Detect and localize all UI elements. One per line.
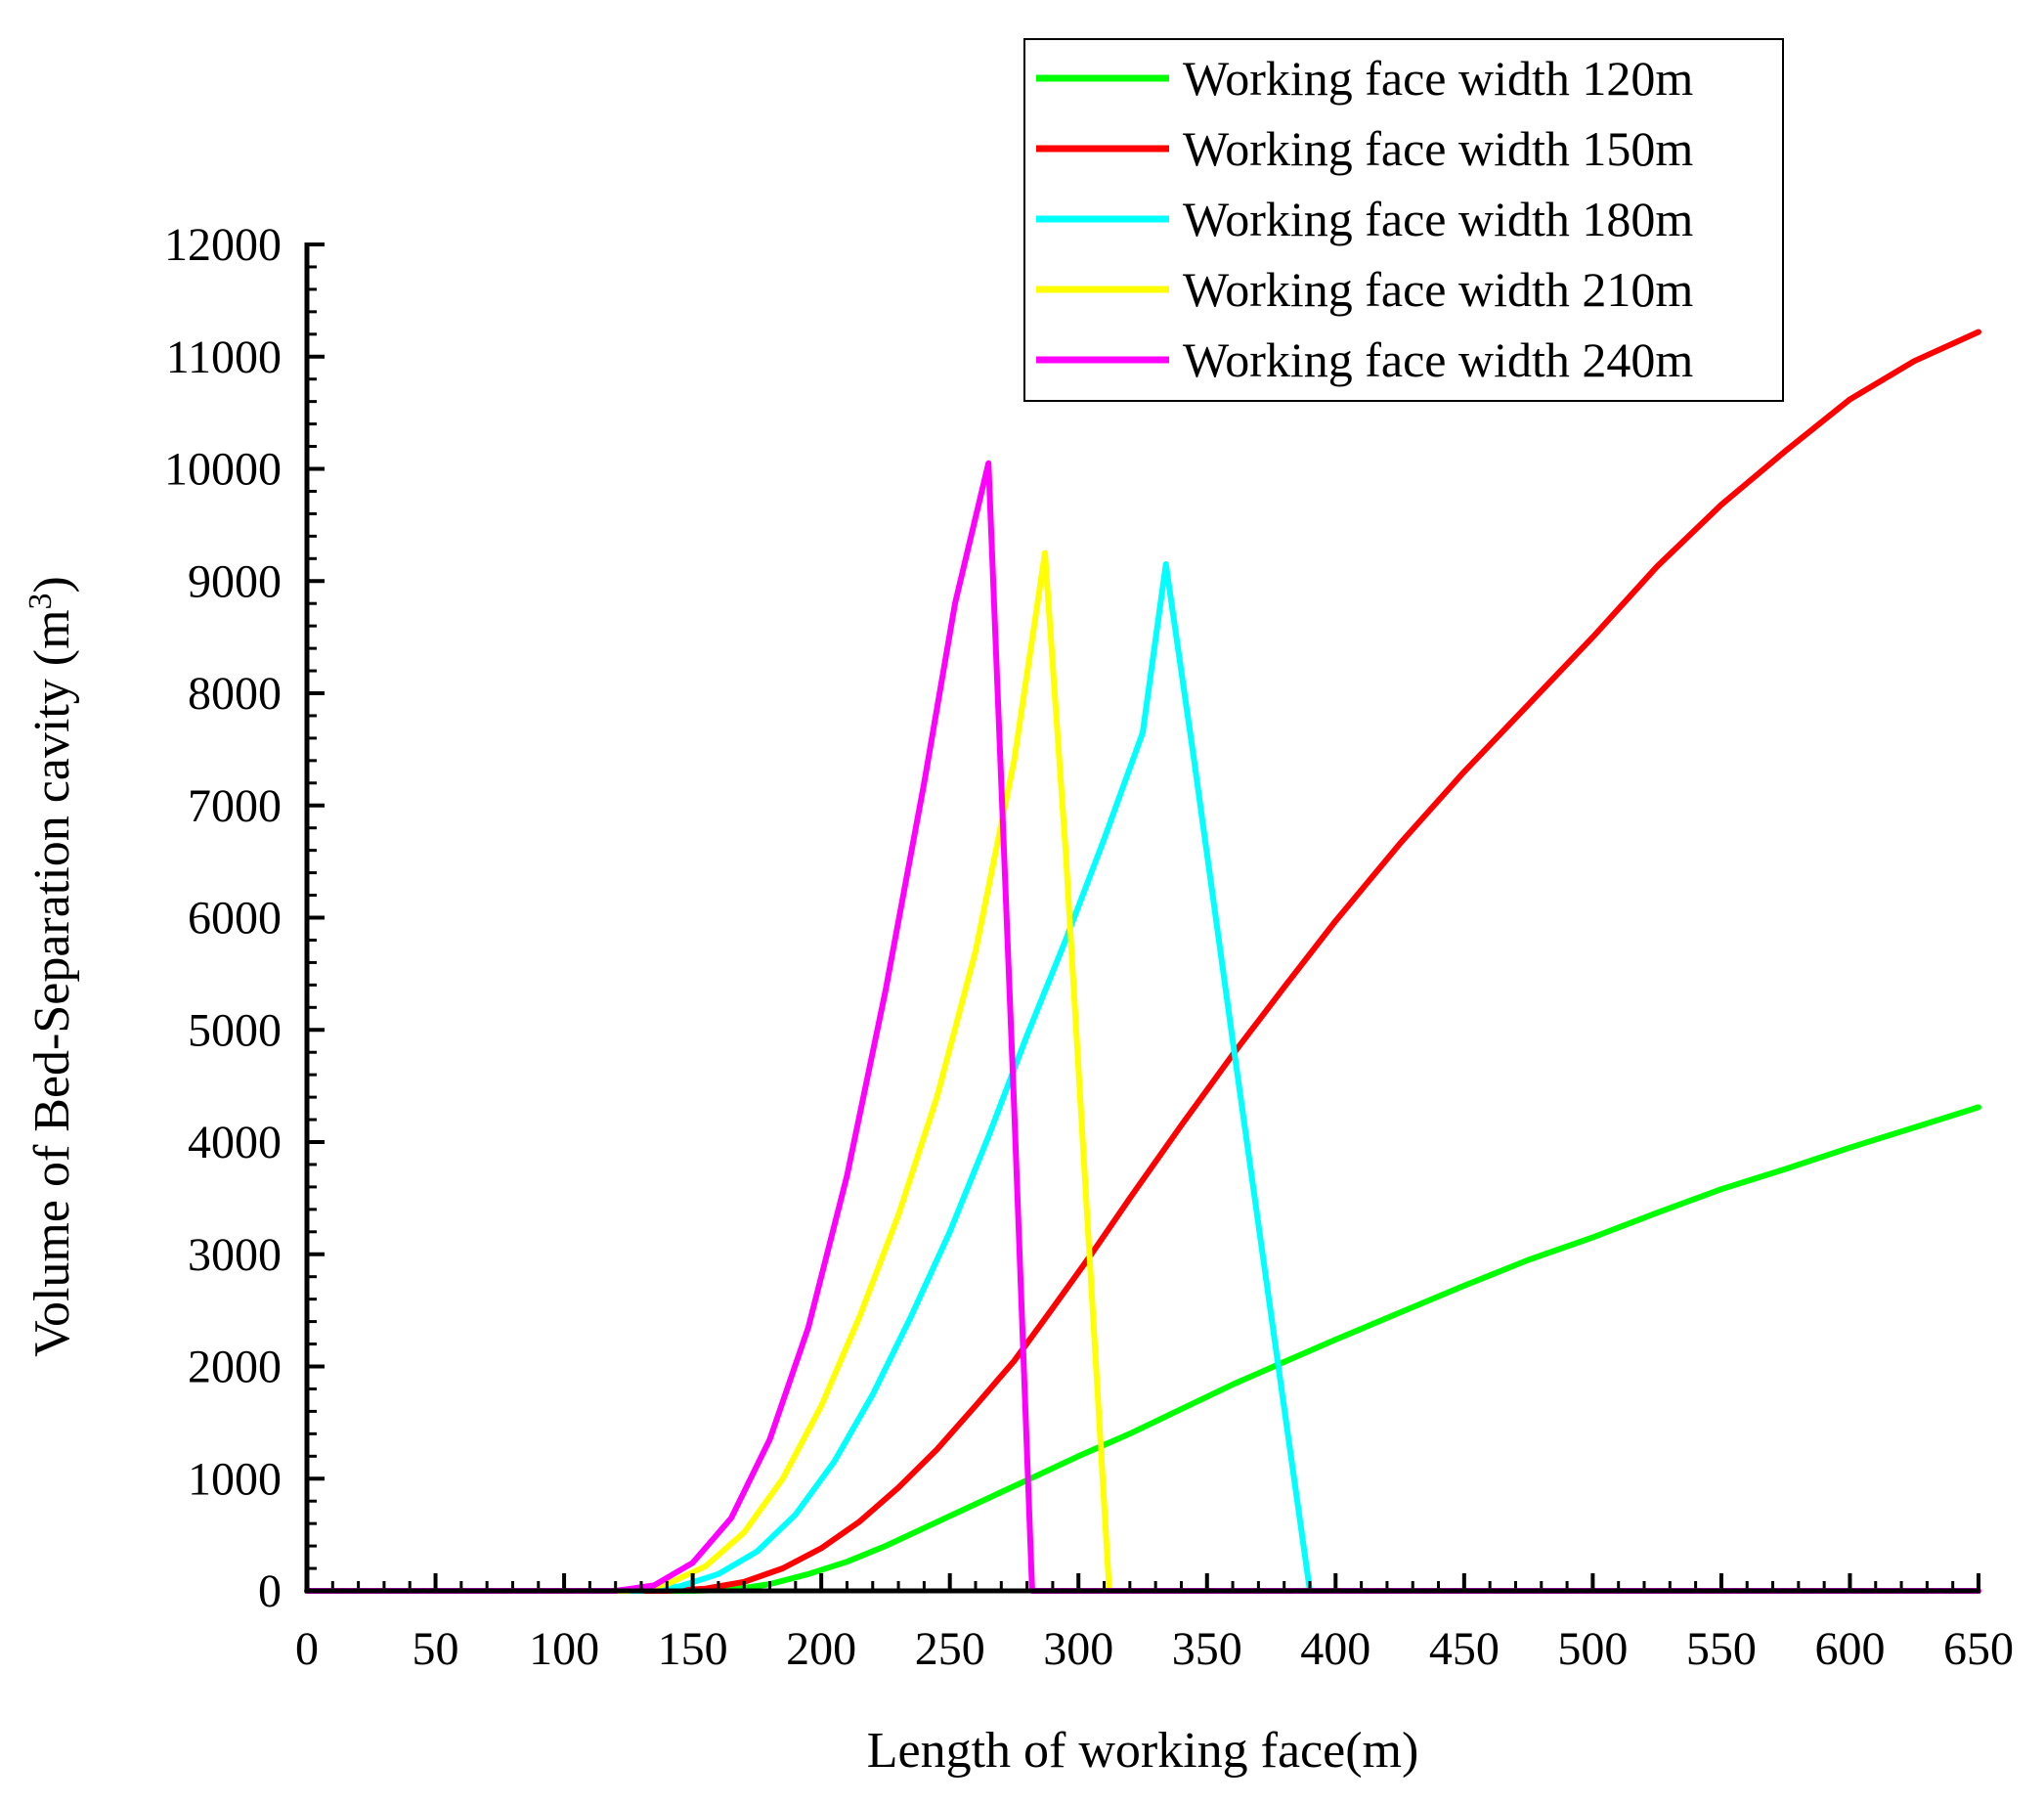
y-tick-label: 12000 bbox=[164, 219, 282, 271]
x-tick-label: 450 bbox=[1429, 1623, 1500, 1675]
y-tick-label: 10000 bbox=[164, 444, 282, 496]
y-tick-label: 3000 bbox=[188, 1229, 282, 1281]
series-line-3 bbox=[304, 561, 1981, 1594]
x-tick-label: 300 bbox=[1043, 1623, 1113, 1675]
legend-label: Working face width 150m bbox=[1183, 121, 1693, 176]
legend-label: Working face width 180m bbox=[1183, 192, 1693, 246]
x-tick-label: 150 bbox=[658, 1623, 728, 1675]
series-layer bbox=[304, 329, 1981, 1594]
legend-label: Working face width 240m bbox=[1183, 332, 1693, 387]
legend-label: Working face width 210m bbox=[1183, 262, 1693, 317]
series-line-4 bbox=[304, 550, 1981, 1594]
x-tick-label: 200 bbox=[786, 1623, 856, 1675]
y-tick-label: 6000 bbox=[188, 893, 282, 945]
x-tick-label: 400 bbox=[1300, 1623, 1370, 1675]
y-tick-label: 0 bbox=[258, 1565, 282, 1617]
y-axis-title-main: Volume of Bed-Separation cavity (m bbox=[24, 609, 80, 1356]
y-tick-label: 1000 bbox=[188, 1453, 282, 1505]
y-axis-title: Volume of Bed-Separation cavity (m3) bbox=[22, 576, 81, 1357]
x-tick-label: 350 bbox=[1172, 1623, 1242, 1675]
x-tick-label: 550 bbox=[1686, 1623, 1757, 1675]
x-axis-title: Length of working face(m) bbox=[867, 1723, 1419, 1779]
x-tick-label: 500 bbox=[1557, 1623, 1628, 1675]
y-tick-label: 2000 bbox=[188, 1342, 282, 1393]
series-line-2 bbox=[304, 329, 1981, 1594]
series-line-5 bbox=[304, 460, 1981, 1594]
y-ticks: 0 1000 2000 3000 4000 5000 6000 7000 8000 9000 100… bbox=[164, 219, 325, 1617]
y-tick-label: 5000 bbox=[188, 1004, 282, 1056]
legend: Working face width 120m Working face widt… bbox=[1023, 38, 1784, 402]
x-tick-label: 50 bbox=[413, 1623, 459, 1675]
y-tick-label: 11000 bbox=[166, 331, 282, 383]
y-axis-title-superscript: 3 bbox=[22, 593, 59, 609]
x-tick-label: 650 bbox=[1943, 1623, 2014, 1675]
y-tick-label: 8000 bbox=[188, 668, 282, 720]
x-tick-label: 100 bbox=[529, 1623, 599, 1675]
y-axis-title-close: ) bbox=[24, 576, 80, 593]
y-tick-label: 9000 bbox=[188, 555, 282, 607]
x-ticks: 0 50 100 150 200 250 300 350 400 450 500 550 600 650 bbox=[295, 1573, 2014, 1675]
x-tick-label: 0 bbox=[295, 1623, 319, 1675]
y-tick-label: 7000 bbox=[188, 780, 282, 832]
y-tick-label: 4000 bbox=[188, 1117, 282, 1168]
axes-layer: 0 50 100 150 200 250 300 350 400 450 500 550 600 650 … bbox=[22, 219, 2015, 1779]
x-tick-label: 600 bbox=[1814, 1623, 1885, 1675]
legend-label: Working face width 120m bbox=[1183, 51, 1693, 106]
x-tick-label: 250 bbox=[915, 1623, 985, 1675]
series-line-1 bbox=[304, 1104, 1981, 1594]
legend-items: Working face width 120m Working face widt… bbox=[1036, 51, 1693, 387]
